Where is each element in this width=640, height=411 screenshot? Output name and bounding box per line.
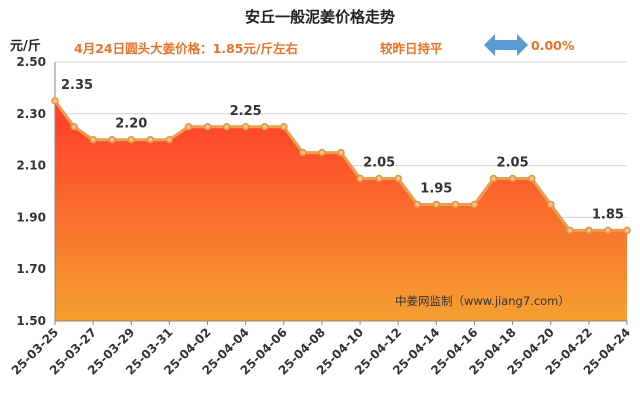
data-point [260, 123, 269, 131]
y-tick-label: 1.70 [16, 262, 46, 276]
data-label: 2.05 [497, 156, 529, 171]
y-tick-label: 2.30 [16, 107, 46, 121]
data-labels: 2.35 2.20 2.25 2.05 1.95 2.05 1.85 [61, 78, 624, 223]
data-point [356, 174, 364, 183]
data-point [203, 123, 212, 131]
data-point [566, 226, 574, 235]
data-point [451, 200, 460, 209]
data-point [318, 148, 326, 157]
y-tick-label: 2.50 [16, 55, 46, 69]
axes [54, 62, 628, 325]
y-tick-label: 2.10 [16, 159, 46, 173]
data-point [413, 200, 422, 209]
data-point [432, 200, 441, 209]
compare-percent: 0.00% [531, 38, 575, 53]
price-summary: 4月24日圆头大姜价格：1.85元/斤左右 [74, 41, 298, 56]
data-point [127, 135, 136, 144]
data-point [585, 226, 593, 235]
data-point [241, 123, 250, 131]
data-point [51, 97, 59, 105]
data-point [604, 226, 612, 235]
data-point [89, 135, 97, 144]
watermark: 中姜网监制（www.jiang7.com） [395, 294, 570, 308]
data-label: 2.25 [230, 104, 262, 119]
data-point [623, 226, 631, 235]
double-arrow-icon [484, 34, 528, 56]
data-point [527, 174, 536, 183]
data-point [470, 200, 479, 209]
data-point [489, 174, 498, 183]
data-label: 2.35 [61, 78, 93, 93]
data-point [146, 135, 155, 144]
data-point [299, 148, 307, 157]
data-points [51, 97, 631, 235]
data-point [222, 123, 231, 131]
data-point [508, 174, 517, 183]
compare-label: 较昨日持平 [380, 41, 443, 56]
data-point [394, 174, 402, 183]
data-label: 2.20 [115, 117, 147, 132]
x-tick-labels: 25-03-2525-03-2725-03-2925-03-3125-04-02… [9, 325, 633, 377]
y-tick-label: 1.90 [16, 210, 46, 224]
data-point [108, 135, 116, 144]
data-point [546, 200, 555, 209]
y-unit-label: 元/斤 [10, 39, 41, 54]
data-point [165, 135, 174, 144]
data-label: 1.85 [592, 207, 624, 222]
data-point [337, 148, 345, 157]
data-point [375, 174, 383, 183]
y-tick-label: 1.50 [16, 314, 46, 328]
data-point [70, 123, 78, 131]
chart-title: 安丘一般泥姜价格走势 [244, 8, 395, 26]
data-label: 2.05 [363, 156, 395, 171]
y-tick-labels: 1.50 1.70 1.90 2.10 2.30 2.50 [16, 55, 46, 328]
data-label: 1.95 [420, 181, 452, 196]
price-area [55, 100, 627, 321]
data-point [280, 123, 288, 131]
data-point [184, 123, 193, 131]
